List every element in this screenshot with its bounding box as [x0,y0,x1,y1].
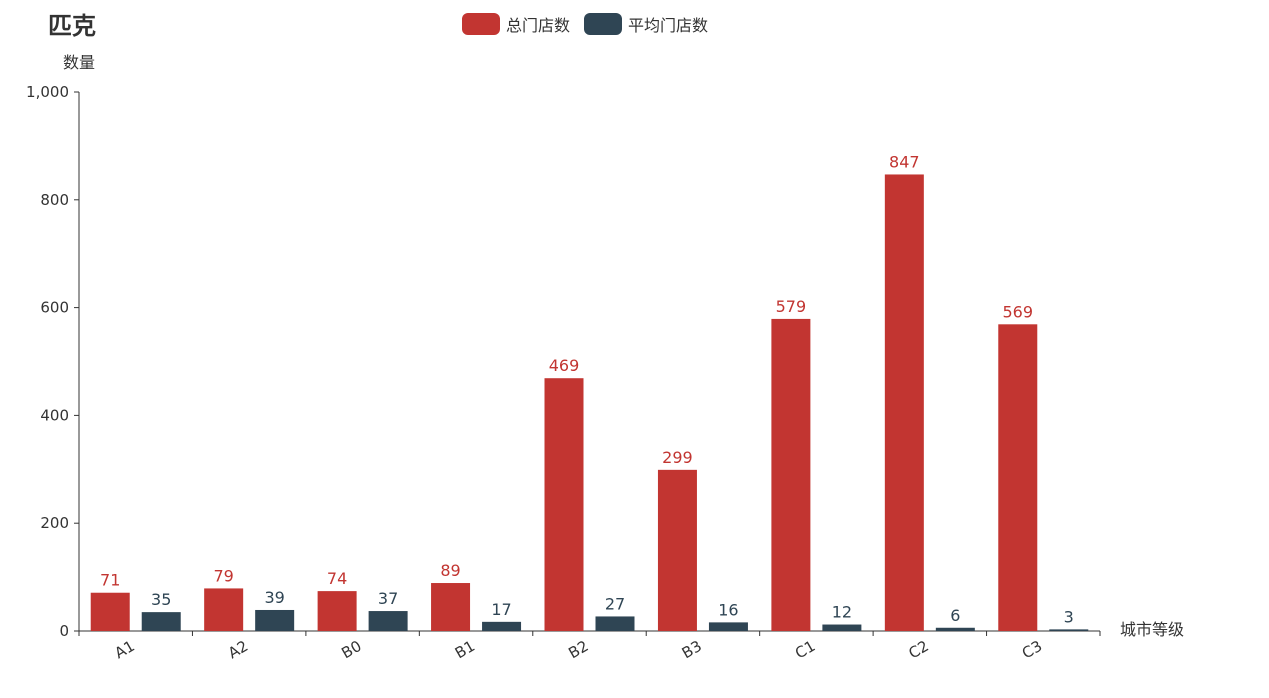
bar-value-label: 71 [100,571,120,590]
legend-swatch-total-stores [462,13,500,35]
bar[interactable] [998,324,1038,631]
x-axis-label: 城市等级 [1120,620,1184,639]
bar-value-label: 12 [832,603,852,622]
bar[interactable] [141,612,181,631]
bar-value-label: 79 [213,566,233,585]
bar[interactable] [595,616,635,631]
legend-item-total-stores[interactable]: 总门店数 [462,12,570,36]
bars [90,174,1089,632]
y-tick-label: 1,000 [26,83,69,101]
data-labels: 71 35 79 39 74 37 89 17 469 27 299 16 579 12 847 6 569 3 [100,152,1074,626]
bar-value-label: 579 [776,297,807,316]
y-tick-label: 200 [40,514,69,532]
bar[interactable] [204,588,244,631]
bar[interactable] [884,174,924,632]
legend-item-average-stores[interactable]: 平均门店数 [584,12,708,36]
bar-value-label: 569 [1003,302,1034,321]
bar-value-label: 469 [549,356,580,375]
y-tick-label: 600 [40,299,69,317]
bar-value-label: 299 [662,448,693,467]
y-tick-label: 0 [59,622,69,640]
x-tick-label: C2 [905,637,931,663]
bar-value-label: 39 [264,588,284,607]
bar-value-label: 847 [889,152,920,171]
legend-label-total-stores: 总门店数 [506,16,571,35]
legend-swatch-average-stores [584,13,623,35]
chart-title: 匹克 [48,12,96,40]
y-tick-label: 400 [40,406,69,424]
x-tick-label: B0 [338,637,364,663]
x-tick-label: C3 [1019,637,1045,663]
legend: 总门店数 平均门店数 [462,12,722,36]
bar[interactable] [935,627,975,631]
bar[interactable] [822,624,862,631]
x-tick-label: A2 [225,637,251,662]
bar-value-label: 74 [327,569,347,588]
bar-value-label: 35 [151,590,171,609]
x-tick-label: B3 [679,637,705,663]
legend-label-average-stores: 平均门店数 [628,16,709,35]
bar-value-label: 27 [605,594,625,613]
bar-value-label: 6 [950,606,960,625]
bar-value-label: 37 [378,589,398,608]
bar[interactable] [482,621,522,631]
bar-value-label: 3 [1064,607,1074,626]
x-tick-label: C1 [792,637,818,663]
y-axis-label: 数量 [63,53,95,72]
bar[interactable] [368,611,408,631]
bar[interactable] [1049,629,1089,631]
x-tick-label: B1 [452,637,478,663]
bar-value-label: 17 [491,600,511,619]
x-tick-label: A1 [112,637,138,662]
x-tick-label: B2 [565,637,591,663]
bar[interactable] [771,318,811,631]
bar[interactable] [657,469,697,631]
bar[interactable] [317,591,357,631]
bar-value-label: 16 [718,600,738,619]
bar[interactable] [544,378,584,631]
bar-value-label: 89 [440,561,460,580]
bar[interactable] [708,622,748,631]
bar[interactable] [90,592,130,631]
bar[interactable] [255,609,295,631]
bar[interactable] [431,583,471,631]
y-tick-label: 800 [40,191,69,209]
